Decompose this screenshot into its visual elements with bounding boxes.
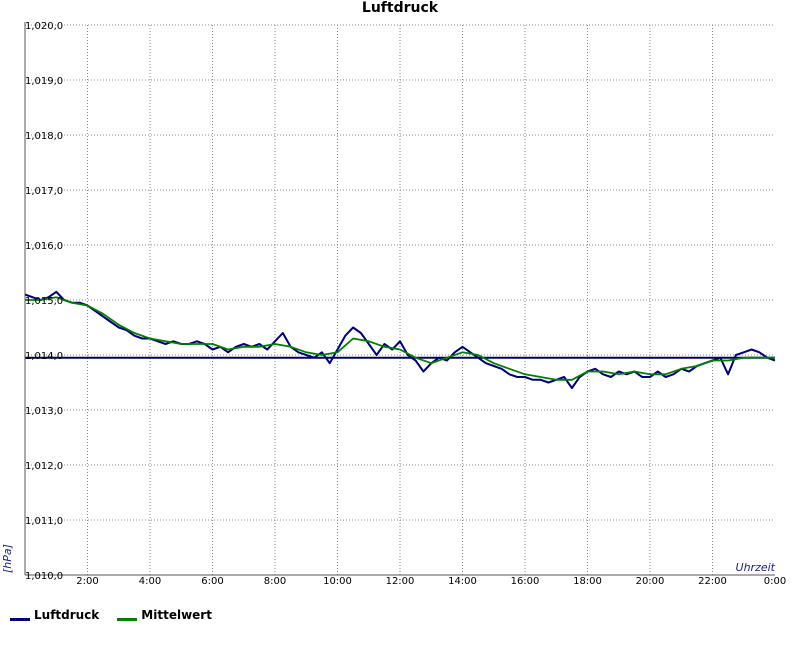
grid: [25, 24, 775, 575]
tick-labels: 1,010,0 1,011,0 1,012,0 1,013,0 1,014,0 1,015…: [25, 21, 786, 587]
chart-title: Luftdruck: [362, 0, 439, 16]
y-tick-label: 1,020,0: [25, 21, 63, 32]
y-tick-label: 1,011,0: [25, 516, 63, 527]
x-tick-label: 6:00: [201, 576, 223, 587]
x-axis-label: Uhrzeit: [736, 561, 776, 574]
x-tick-label: 22:00: [698, 576, 727, 587]
x-tick-label: 10:00: [323, 576, 352, 587]
y-tick-label: 1,010,0: [25, 571, 63, 582]
y-tick-label: 1,016,0: [25, 241, 63, 252]
series-line-mittelwert: [25, 296, 775, 381]
x-tick-label: 8:00: [264, 576, 286, 587]
y-tick-label: 1,012,0: [25, 461, 63, 472]
y-tick-label: 1,018,0: [25, 131, 63, 142]
x-tick-label: 20:00: [636, 576, 665, 587]
legend-swatch-mittelwert: [117, 618, 138, 621]
x-tick-label: 18:00: [573, 576, 602, 587]
x-tick-label: 2:00: [76, 576, 98, 587]
y-tick-label: 1,017,0: [25, 186, 63, 197]
y-axis-label: [hPa]: [1, 544, 14, 573]
y-tick-label: 1,014,0: [25, 351, 63, 362]
x-tick-label: 16:00: [511, 576, 540, 587]
legend: Luftdruck Mittelwert: [10, 608, 212, 622]
series-layer: [24, 290, 776, 389]
axes: [24, 22, 775, 576]
y-tick-label: 1,019,0: [25, 76, 63, 87]
x-tick-label: 12:00: [386, 576, 415, 587]
legend-label-luftdruck: Luftdruck: [34, 608, 100, 622]
y-tick-label: 1,013,0: [25, 406, 63, 417]
y-tick-label: 1,015,0: [25, 296, 63, 307]
x-tick-label: 0:00: [764, 576, 786, 587]
legend-item-mittelwert: Mittelwert: [117, 608, 212, 622]
legend-item-luftdruck: Luftdruck: [10, 608, 99, 622]
x-tick-label: 14:00: [448, 576, 477, 587]
legend-swatch-luftdruck: [10, 618, 30, 621]
x-tick-label: 4:00: [139, 576, 161, 587]
legend-label-mittelwert: Mittelwert: [141, 608, 212, 622]
